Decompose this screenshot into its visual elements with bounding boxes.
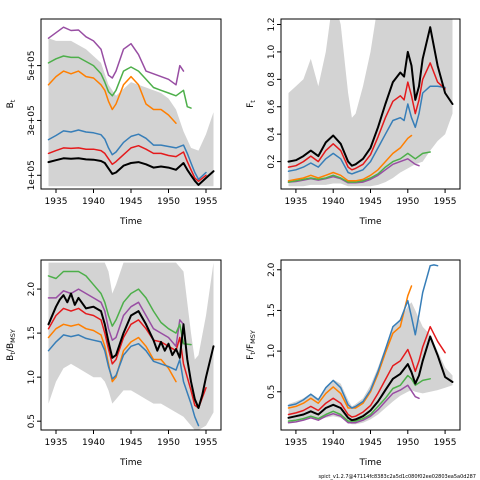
series-line-4 xyxy=(47,55,192,109)
x-tick-label: 1945 xyxy=(120,438,143,448)
series-line-2 xyxy=(47,334,200,427)
x-tick-label: 1935 xyxy=(284,197,307,207)
y-tick-label: 1.0 xyxy=(267,44,277,59)
x-tick-label: 1955 xyxy=(195,438,218,448)
plot-area xyxy=(47,262,215,430)
y-tick-label: 0.8 xyxy=(267,72,277,87)
panel-bottom-left: 1935 1940 1945 1950 1955 0.5 1.0 1.5 2.0 Time Bt/B… xyxy=(6,259,222,468)
x-tick-label: 1945 xyxy=(359,197,382,207)
series-line-4 xyxy=(47,270,192,346)
y-tick-label: 1e+05 xyxy=(27,160,37,190)
y-axis-label: Ft/FMSY xyxy=(246,330,257,360)
y-tick-label: 5e+05 xyxy=(27,50,37,80)
series-line-1 xyxy=(287,62,446,171)
footer-version-label: spict_v1.2.7@47114fc8383c2a5d1c080f02ee0… xyxy=(319,474,477,480)
series-line-0 xyxy=(287,26,454,167)
y-tick-label: 1.5 xyxy=(27,326,37,340)
panel-top-right: 1935 1940 1945 1950 1955 0.2 0.4 0.6 0.8 1.0 1.2 Ti… xyxy=(246,17,461,227)
x-tick-label: 1935 xyxy=(45,197,68,207)
y-tick-label: 0.6 xyxy=(267,99,277,114)
x-tick-label: 1950 xyxy=(396,438,419,448)
x-axis-label: Time xyxy=(358,458,381,468)
x-tick-label: 1945 xyxy=(359,438,382,448)
y-tick-label: 0.2 xyxy=(267,154,277,168)
y-axis-label: Bt/BMSY xyxy=(6,329,17,361)
y-tick-label: 2.0 xyxy=(27,282,37,297)
x-tick-label: 1940 xyxy=(322,438,345,448)
x-tick-label: 1945 xyxy=(120,197,143,207)
y-tick-label: 1.5 xyxy=(267,303,277,317)
x-tick-label: 1950 xyxy=(396,197,419,207)
confidence-band xyxy=(288,19,453,187)
series-line-2 xyxy=(287,85,446,175)
series-line-0 xyxy=(47,292,215,409)
y-tick-label: 1.0 xyxy=(27,370,37,385)
x-tick-label: 1935 xyxy=(45,438,68,448)
series-line-1 xyxy=(47,144,207,183)
x-tick-label: 1940 xyxy=(322,197,345,207)
series-line-2 xyxy=(287,264,439,409)
plot-area xyxy=(47,26,215,187)
series-line-1 xyxy=(287,325,446,418)
y-axis-label: Bt xyxy=(6,99,17,108)
series-line-0 xyxy=(287,335,454,422)
series-line-5 xyxy=(47,288,185,348)
x-tick-label: 1940 xyxy=(82,438,105,448)
x-tick-label: 1955 xyxy=(434,438,457,448)
series-line-2 xyxy=(47,129,207,181)
y-tick-label: 0.5 xyxy=(27,414,37,428)
panel-bottom-right: 1935 1940 1945 1950 1955 0.5 1.0 1.5 2.0 Time Ft/F… xyxy=(246,259,461,468)
series-line-1 xyxy=(47,307,207,409)
series-line-4 xyxy=(287,374,431,422)
x-tick-label: 1940 xyxy=(82,197,105,207)
panel-top-left: 1935 1940 1945 1950 1955 1e+05 3e+05 5e+05 Time B… xyxy=(6,18,222,227)
x-axis-label: Time xyxy=(358,217,381,227)
series-line-0 xyxy=(47,157,215,186)
series-line-4 xyxy=(287,151,431,183)
x-tick-label: 1955 xyxy=(434,197,457,207)
x-tick-label: 1950 xyxy=(157,438,180,448)
series-line-5 xyxy=(287,384,420,424)
confidence-band xyxy=(288,302,453,425)
plot-area xyxy=(287,19,454,187)
y-tick-label: 2.0 xyxy=(267,262,277,277)
x-tick-label: 1955 xyxy=(195,197,218,207)
x-tick-label: 1935 xyxy=(284,438,307,448)
series-line-3 xyxy=(287,134,413,182)
x-axis-label: Time xyxy=(119,217,142,227)
series-line-5 xyxy=(47,26,185,86)
y-tick-label: 0.5 xyxy=(267,385,277,399)
x-tick-label: 1950 xyxy=(157,197,180,207)
y-tick-label: 1.2 xyxy=(267,17,277,31)
y-tick-label: 1.0 xyxy=(267,344,277,359)
y-axis-label: Ft xyxy=(246,100,257,108)
y-tick-label: 3e+05 xyxy=(27,105,37,135)
x-axis-label: Time xyxy=(119,458,142,468)
plot-area xyxy=(287,264,454,425)
y-tick-label: 0.4 xyxy=(267,127,277,142)
series-line-3 xyxy=(47,70,177,124)
